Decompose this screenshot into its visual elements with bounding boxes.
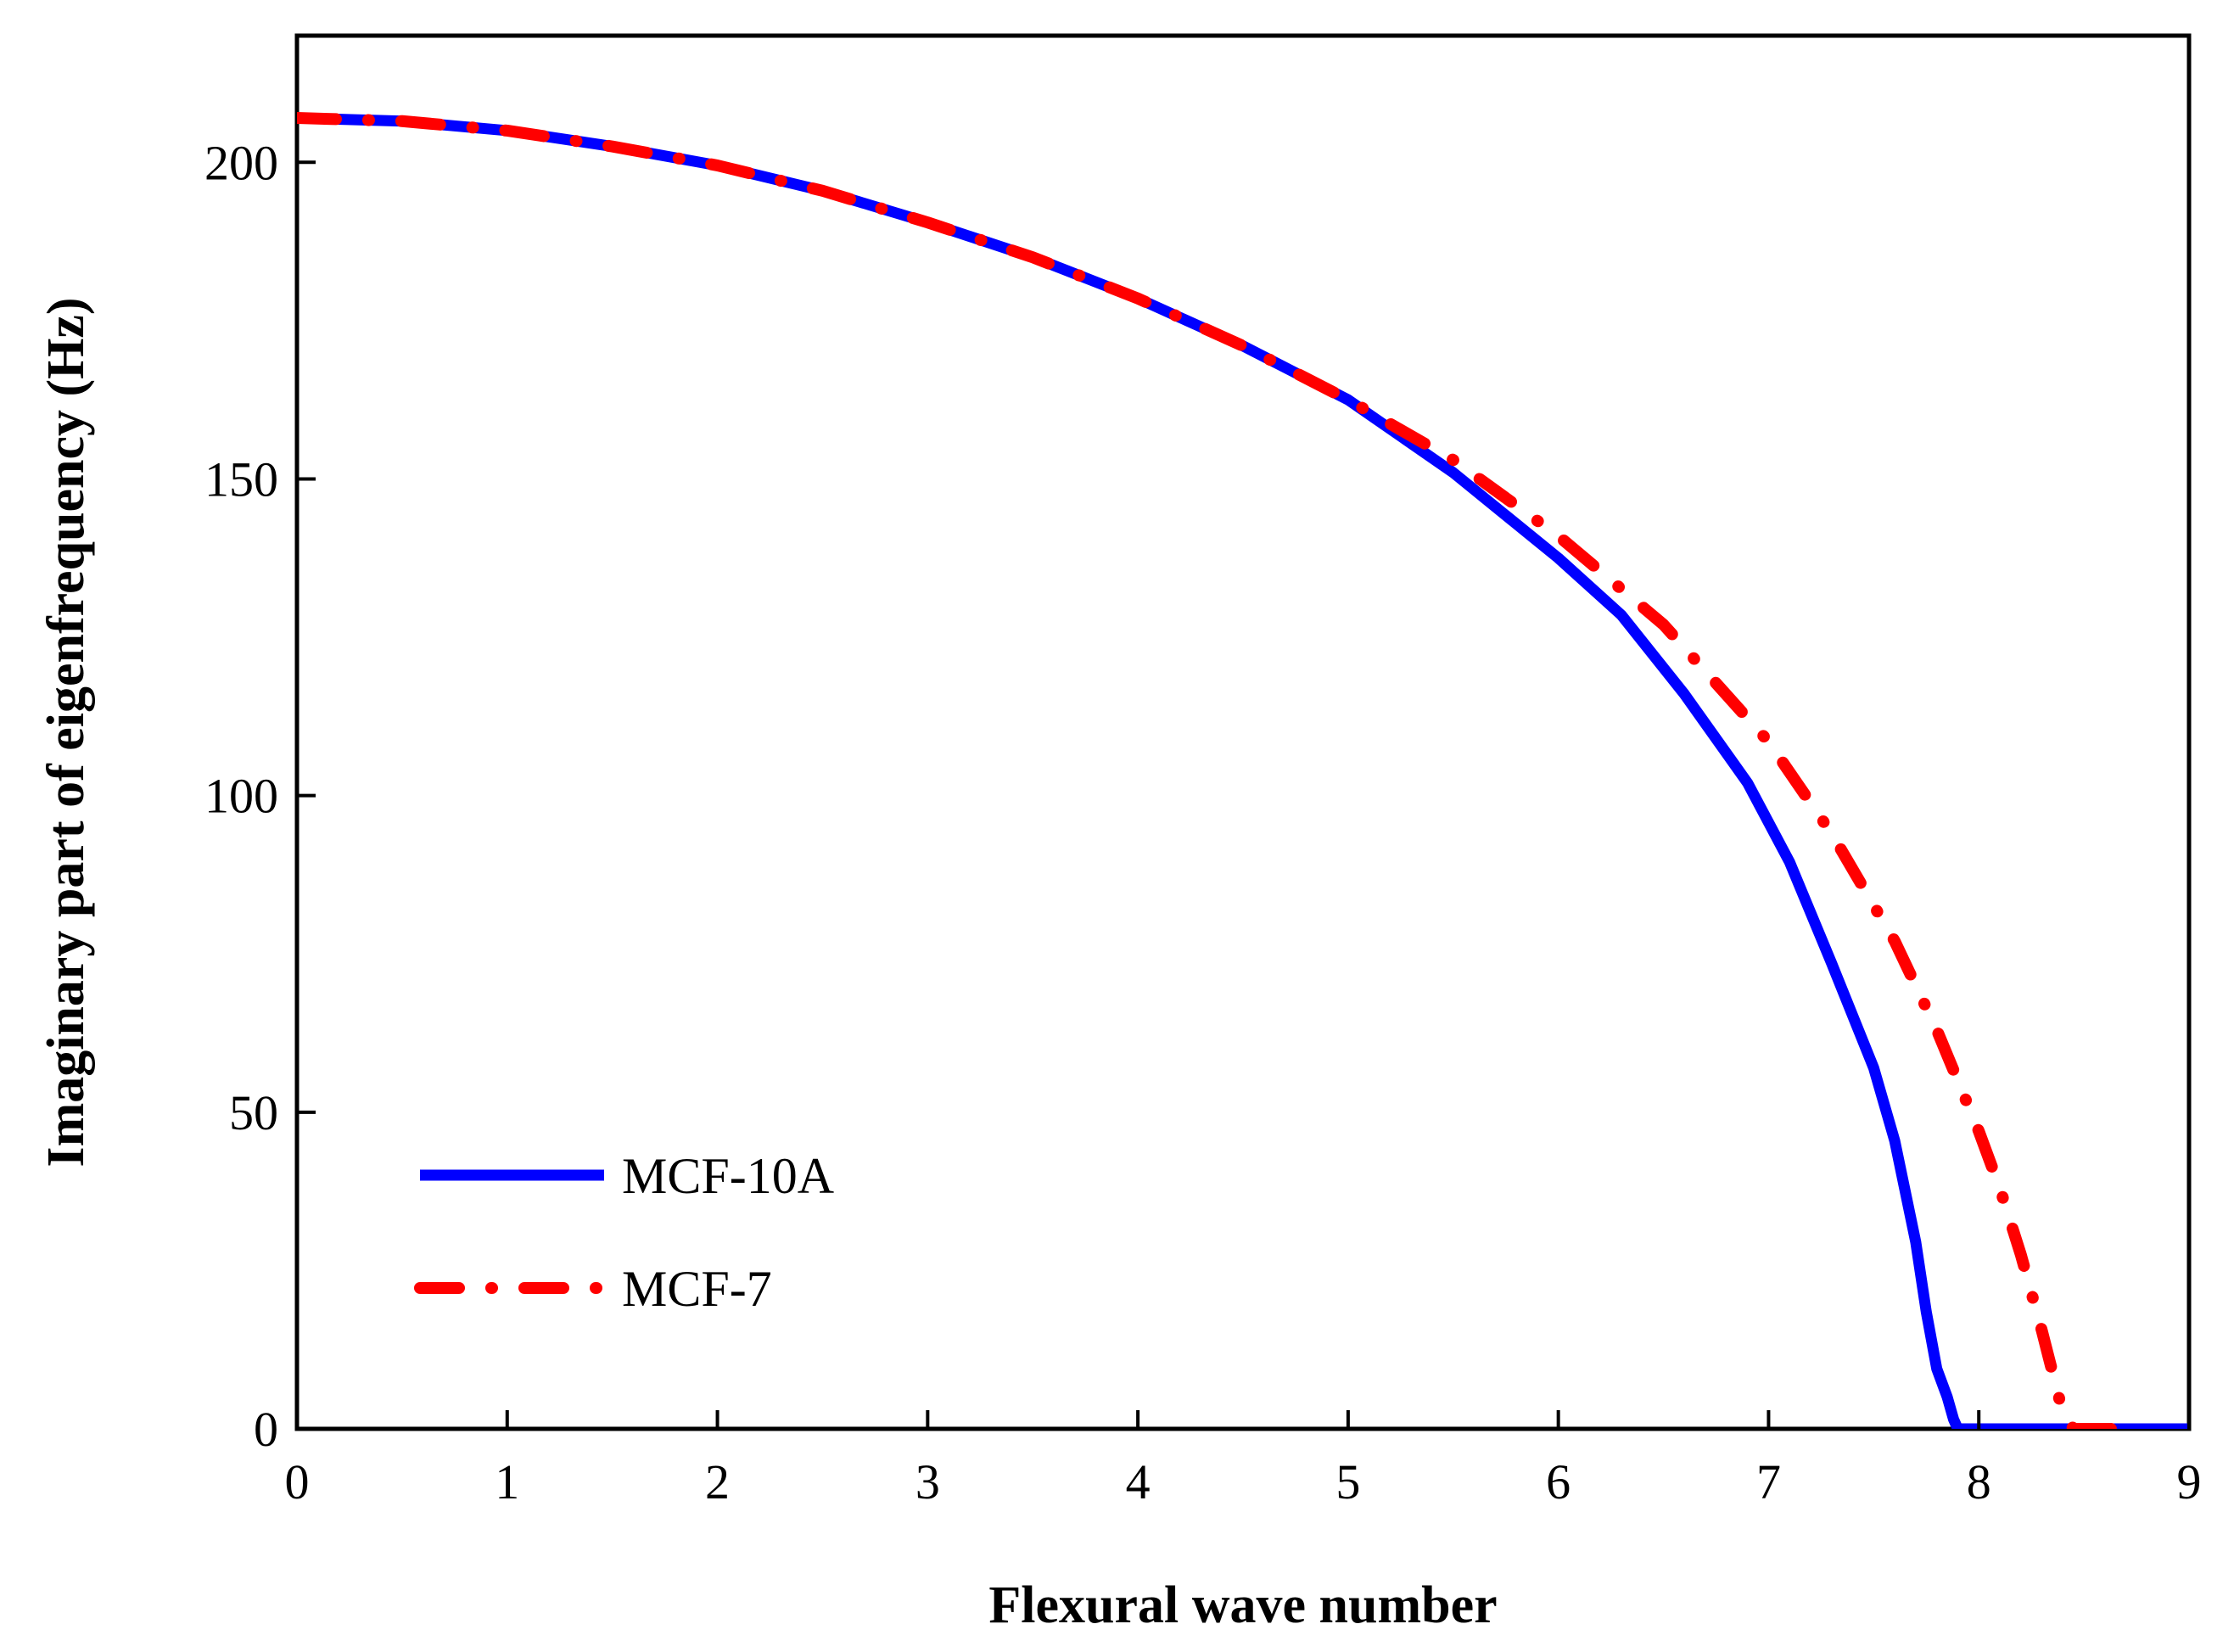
y-tick-label: 150 (204, 451, 278, 507)
legend-label-mcf-7: MCF-7 (622, 1261, 772, 1317)
x-tick-label: 5 (1335, 1454, 1360, 1509)
x-tick-label: 0 (285, 1454, 310, 1509)
x-tick-label: 1 (495, 1454, 519, 1509)
x-tick-label: 6 (1546, 1454, 1571, 1509)
y-tick-label: 200 (204, 135, 278, 190)
x-tick-label: 8 (1967, 1454, 1991, 1509)
series-line-mcf-7 (297, 112, 2143, 1429)
x-tick-label: 4 (1126, 1454, 1151, 1509)
legend-label-mcf-10a: MCF-10A (622, 1148, 834, 1204)
x-tick-label: 7 (1756, 1454, 1781, 1509)
x-tick-label: 9 (2177, 1454, 2202, 1509)
y-tick-label: 0 (254, 1402, 278, 1457)
x-axis-title: Flexural wave number (988, 1576, 1497, 1634)
y-tick-label: 100 (204, 769, 278, 824)
axis-ticks: 0 1 2 3 4 5 6 7 8 9 0 50 100 150 200 (204, 135, 2202, 1509)
y-axis-title: Imaginary part of eigenfrequency (Hz) (37, 297, 95, 1167)
x-tick-label: 3 (915, 1454, 940, 1509)
x-tick-label: 2 (705, 1454, 730, 1509)
y-tick-label: 50 (229, 1085, 278, 1140)
legend: MCF-10A MCF-7 (414, 1148, 834, 1317)
series-line-mcf-10a (297, 112, 2189, 1429)
plot-area (294, 33, 2192, 1431)
plot-frame (294, 33, 2192, 1431)
